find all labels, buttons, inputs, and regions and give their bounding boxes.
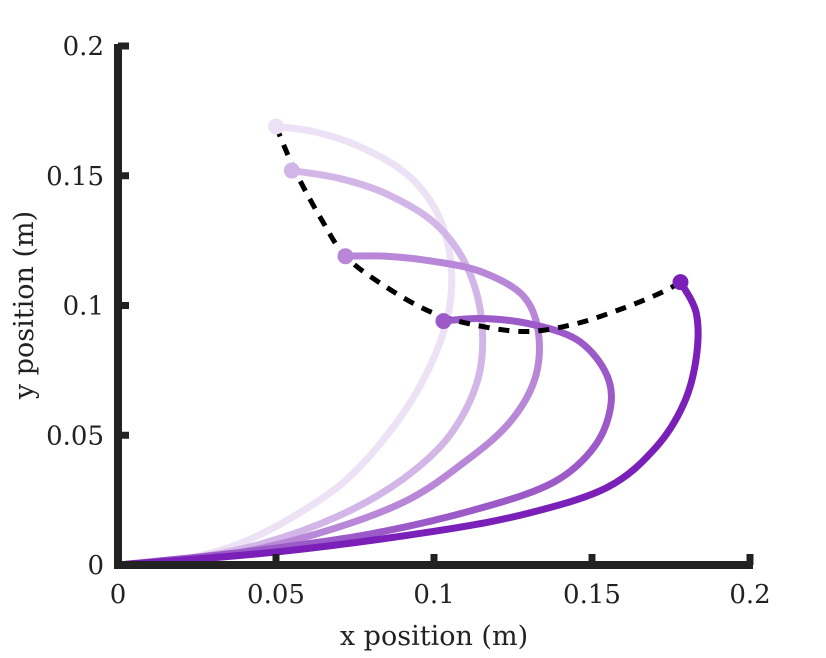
y-tick-label-4: 0.2 (63, 32, 104, 62)
endpoint-marker-5 (672, 274, 689, 291)
series-line-5 (114, 278, 702, 569)
x-tick-label-1: 0.05 (247, 580, 305, 610)
series-line-3 (114, 252, 543, 569)
x-tick-label-0: 0 (110, 580, 127, 610)
x-axis-label: x position (m) (340, 621, 528, 652)
x-tick-label-4: 0.2 (729, 580, 770, 610)
endpoint-markers (268, 118, 689, 330)
tick-labels: 0 0.05 0.1 0.15 0.2 0 0.05 0.1 0.15 0.2 (46, 32, 771, 610)
x-tick-label-2: 0.1 (413, 580, 454, 610)
series-line-4 (114, 314, 615, 569)
series-line-2 (114, 167, 487, 569)
endpoint-marker-4 (435, 313, 452, 330)
y-tick-label-0: 0 (87, 551, 104, 581)
endpoint-marker-1 (268, 118, 284, 135)
endpoint-marker-3 (337, 248, 354, 265)
y-axis-label: y position (m) (9, 211, 40, 400)
x-tick-label-3: 0.15 (563, 580, 621, 610)
y-tick-label-1: 0.05 (46, 421, 104, 451)
y-tick-label-2: 0.1 (63, 292, 104, 322)
axes (114, 42, 754, 569)
y-tick-label-3: 0.15 (46, 162, 104, 192)
endpoint-marker-2 (283, 162, 300, 179)
series-line-1 (114, 122, 456, 569)
series-layer (114, 122, 702, 569)
